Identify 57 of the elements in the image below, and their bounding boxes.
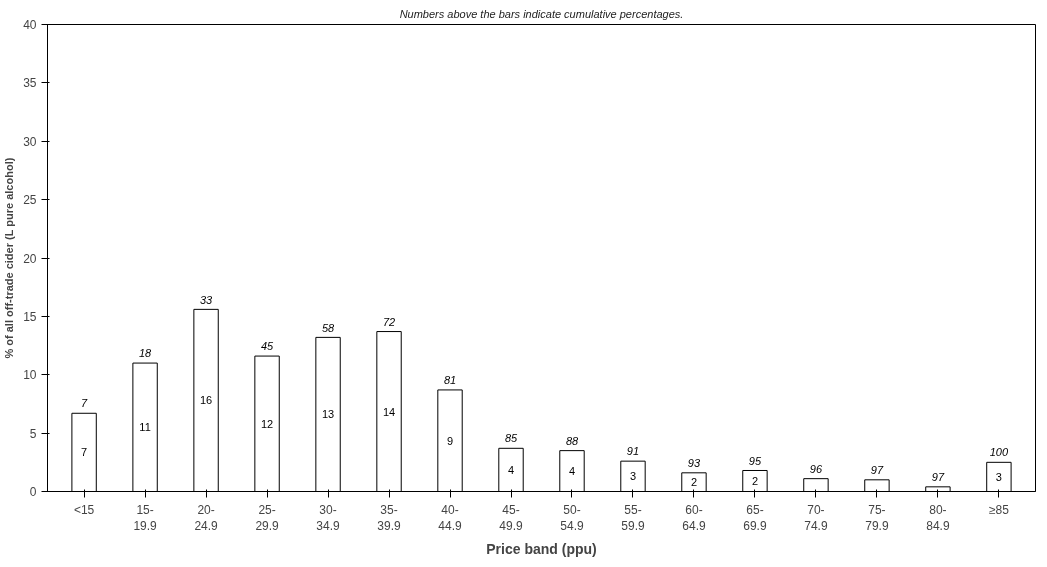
x-tick-label: 50- 54.9 bbox=[560, 502, 584, 534]
data-label: 13 bbox=[321, 408, 335, 421]
y-tick-label: 25 bbox=[23, 193, 37, 208]
x-tick-label: 45- 49.9 bbox=[499, 502, 524, 534]
y-tick-label: 20 bbox=[23, 251, 37, 266]
x-tick-label: 15- 19.9 bbox=[133, 502, 158, 534]
annotation: 97 bbox=[931, 470, 945, 483]
annotation: 96 bbox=[809, 462, 823, 475]
annotation: 58 bbox=[321, 321, 336, 334]
annotation: 85 bbox=[504, 432, 519, 445]
data-label: 4 bbox=[507, 463, 515, 476]
x-tick-label: 75- 79.9 bbox=[865, 502, 889, 534]
x-tick-label: 60- 64.9 bbox=[682, 502, 706, 534]
x-tick-label: 20- 24.9 bbox=[194, 502, 219, 534]
x-tick-label: 25- 29.9 bbox=[255, 502, 280, 534]
data-label: 9 bbox=[446, 434, 454, 447]
x-tick-label: 35- 39.9 bbox=[377, 502, 402, 534]
y-axis-title: % of all off-trade cider (L pure alcohol) bbox=[3, 157, 16, 359]
annotation: 91 bbox=[626, 445, 640, 458]
x-tick-label: 55- 59.9 bbox=[621, 502, 645, 534]
x-tick-label: ≥85 bbox=[988, 502, 1010, 517]
y-tick-label: 10 bbox=[23, 368, 37, 383]
y-tick-label: 0 bbox=[29, 485, 37, 499]
data-label: 3 bbox=[629, 470, 637, 483]
annotation: 72 bbox=[382, 315, 396, 328]
annotation: 33 bbox=[199, 293, 214, 306]
x-tick-label: 80- 84.9 bbox=[926, 502, 950, 534]
annotation: 100 bbox=[989, 446, 1009, 459]
x-axis-title: Price band (ppu) bbox=[486, 541, 597, 558]
data-label: 16 bbox=[199, 394, 213, 407]
data-label: 14 bbox=[382, 405, 396, 418]
annotation: 45 bbox=[260, 340, 275, 353]
y-tick-label: 35 bbox=[23, 76, 37, 91]
annotation: 18 bbox=[138, 347, 153, 360]
annotation: 88 bbox=[565, 434, 579, 447]
data-label: 11 bbox=[139, 421, 151, 434]
x-tick-label: 65- 69.9 bbox=[743, 502, 767, 534]
annotation: 81 bbox=[443, 374, 457, 387]
annotation: 7 bbox=[81, 397, 89, 410]
data-label: 2 bbox=[690, 476, 698, 489]
x-tick-label: 40- 44.9 bbox=[438, 502, 463, 534]
data-label: 2 bbox=[751, 474, 759, 487]
y-tick-label: 40 bbox=[23, 18, 37, 32]
annotation: 97 bbox=[870, 463, 884, 476]
data-label: 7 bbox=[81, 446, 88, 459]
chart-title: Numbers above the bars indicate cumulative percentages. bbox=[399, 7, 684, 20]
y-tick-label: 15 bbox=[23, 309, 37, 324]
data-label: 3 bbox=[995, 470, 1002, 483]
x-tick-label: 70- 74.9 bbox=[804, 502, 828, 534]
x-tick-label: <15 bbox=[73, 502, 95, 517]
y-tick-label: 30 bbox=[23, 134, 37, 149]
x-tick-label: 30- 34.9 bbox=[316, 502, 341, 534]
y-tick-label: 5 bbox=[29, 426, 37, 441]
annotation: 95 bbox=[748, 454, 762, 467]
annotation: 93 bbox=[687, 456, 701, 469]
data-label: 12 bbox=[260, 417, 274, 430]
data-label: 4 bbox=[568, 465, 576, 478]
